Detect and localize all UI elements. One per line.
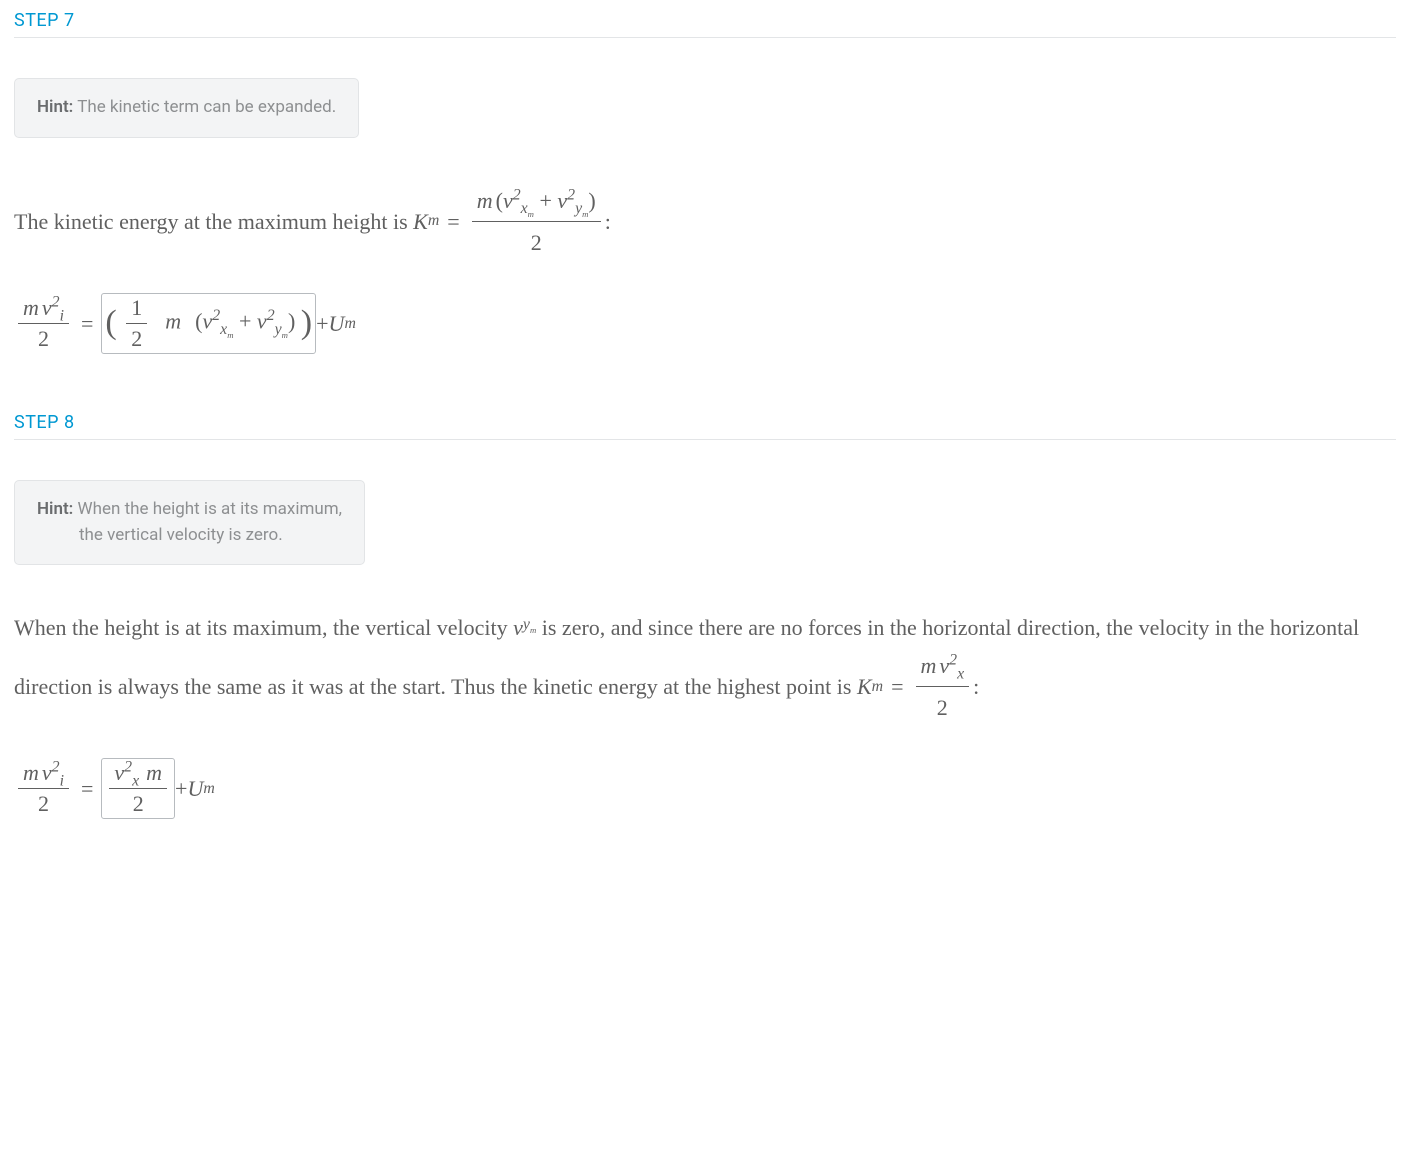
sym-2: 2 <box>33 789 54 817</box>
fraction-half: 1 2 <box>126 295 147 352</box>
hint-label: Hint: <box>37 499 73 519</box>
fraction: m(v2xm + v2ym) 2 <box>472 182 601 262</box>
sym-sup-2: 2 <box>949 651 957 668</box>
sym-plus: + <box>534 188 557 213</box>
sym-2: 2 <box>33 324 54 352</box>
sym-sup-2: 2 <box>513 186 521 203</box>
sym-sub-y: y <box>275 321 282 338</box>
sym-v: v <box>42 760 52 785</box>
fraction: mv2x 2 <box>916 647 970 727</box>
sym-v: v <box>202 309 212 334</box>
equation: mv2i 2 = v2xm 2 + Um <box>14 758 1396 819</box>
sym-2: 2 <box>128 789 149 817</box>
sym-plus: + <box>234 309 257 334</box>
sym-sub-i: i <box>60 308 64 325</box>
sym-equals: = <box>447 203 459 240</box>
sym-u: U <box>187 776 203 802</box>
step-body: The kinetic energy at the maximum height… <box>14 182 1396 262</box>
sym-1: 1 <box>126 295 147 324</box>
sym-subsub-m: m <box>530 626 536 636</box>
step-heading: STEP 8 <box>14 402 1396 440</box>
sym-rparen-big: ) <box>301 304 312 341</box>
sym-sup-2: 2 <box>124 759 132 776</box>
sym-2: 2 <box>526 222 547 261</box>
sym-sub-i: i <box>60 773 64 790</box>
body-suffix: : <box>605 209 611 234</box>
sym-v: v <box>503 188 513 213</box>
body-prefix: When the height is at its maximum, the v… <box>14 615 513 640</box>
sym-u: U <box>329 311 345 337</box>
sym-sub-x: x <box>957 665 964 682</box>
equation: mv2i 2 = ( 1 2 m (v2xm + v2ym) ) + Um <box>14 293 1396 354</box>
sym-v: v <box>939 653 949 678</box>
sym-lparen: ( <box>496 188 503 213</box>
sym-m: m <box>146 760 162 785</box>
sym-m: m <box>23 760 39 785</box>
sym-plus: + <box>316 311 328 337</box>
hint-text: the vertical velocity is zero. <box>79 523 342 549</box>
sym-sup-2: 2 <box>52 294 60 311</box>
sym-equals: = <box>81 311 93 337</box>
math-km: Km = m(v2xm + v2ym) 2 <box>413 182 605 262</box>
fraction-lhs: mv2i 2 <box>18 295 69 352</box>
sym-rparen: ) <box>288 309 295 334</box>
hint-box: Hint: The kinetic term can be expanded. <box>14 78 359 138</box>
step-body: When the height is at its maximum, the v… <box>14 609 1396 726</box>
sym-k: K <box>857 668 872 705</box>
sym-v: v <box>513 609 523 646</box>
sym-v: v <box>42 295 52 320</box>
sym-lparen-big: ( <box>105 304 116 341</box>
sym-sup-2: 2 <box>267 308 275 325</box>
sym-sup-2: 2 <box>567 186 575 203</box>
fraction-lhs: mv2i 2 <box>18 760 69 817</box>
sym-sup-2: 2 <box>52 759 60 776</box>
sym-v: v <box>114 760 124 785</box>
sym-equals: = <box>81 776 93 802</box>
math-km: Km = mv2x 2 <box>857 647 973 727</box>
sym-m: m <box>477 188 493 213</box>
fraction-rhs: v2xm 2 <box>109 760 167 817</box>
sym-sup-2: 2 <box>212 308 220 325</box>
sym-m: m <box>23 295 39 320</box>
sym-sub-x: x <box>521 200 528 217</box>
sym-m: m <box>165 309 181 334</box>
hint-box: Hint: When the height is at its maximum,… <box>14 480 365 565</box>
sym-plus: + <box>175 776 187 802</box>
sym-sub-y: y <box>523 616 530 633</box>
sym-rparen: ) <box>588 188 595 213</box>
hint-label: Hint: <box>37 97 73 117</box>
sym-v: v <box>557 188 567 213</box>
body-prefix: The kinetic energy at the maximum height… <box>14 209 413 234</box>
sym-k: K <box>413 203 428 240</box>
step-heading: STEP 7 <box>14 0 1396 38</box>
sym-equals: = <box>891 668 903 705</box>
sym-sub-x: x <box>132 773 139 790</box>
highlighted-term: ( 1 2 m (v2xm + v2ym) ) <box>101 293 316 354</box>
sym-v: v <box>257 309 267 334</box>
sym-2: 2 <box>126 324 147 352</box>
highlighted-term: v2xm 2 <box>101 758 175 819</box>
sym-m: m <box>921 653 937 678</box>
math-vy: vym <box>513 609 536 646</box>
sym-2: 2 <box>932 687 953 726</box>
hint-text: The kinetic term can be expanded. <box>77 97 336 117</box>
body-suffix: : <box>973 674 979 699</box>
hint-text: When the height is at its maximum, <box>78 499 343 519</box>
